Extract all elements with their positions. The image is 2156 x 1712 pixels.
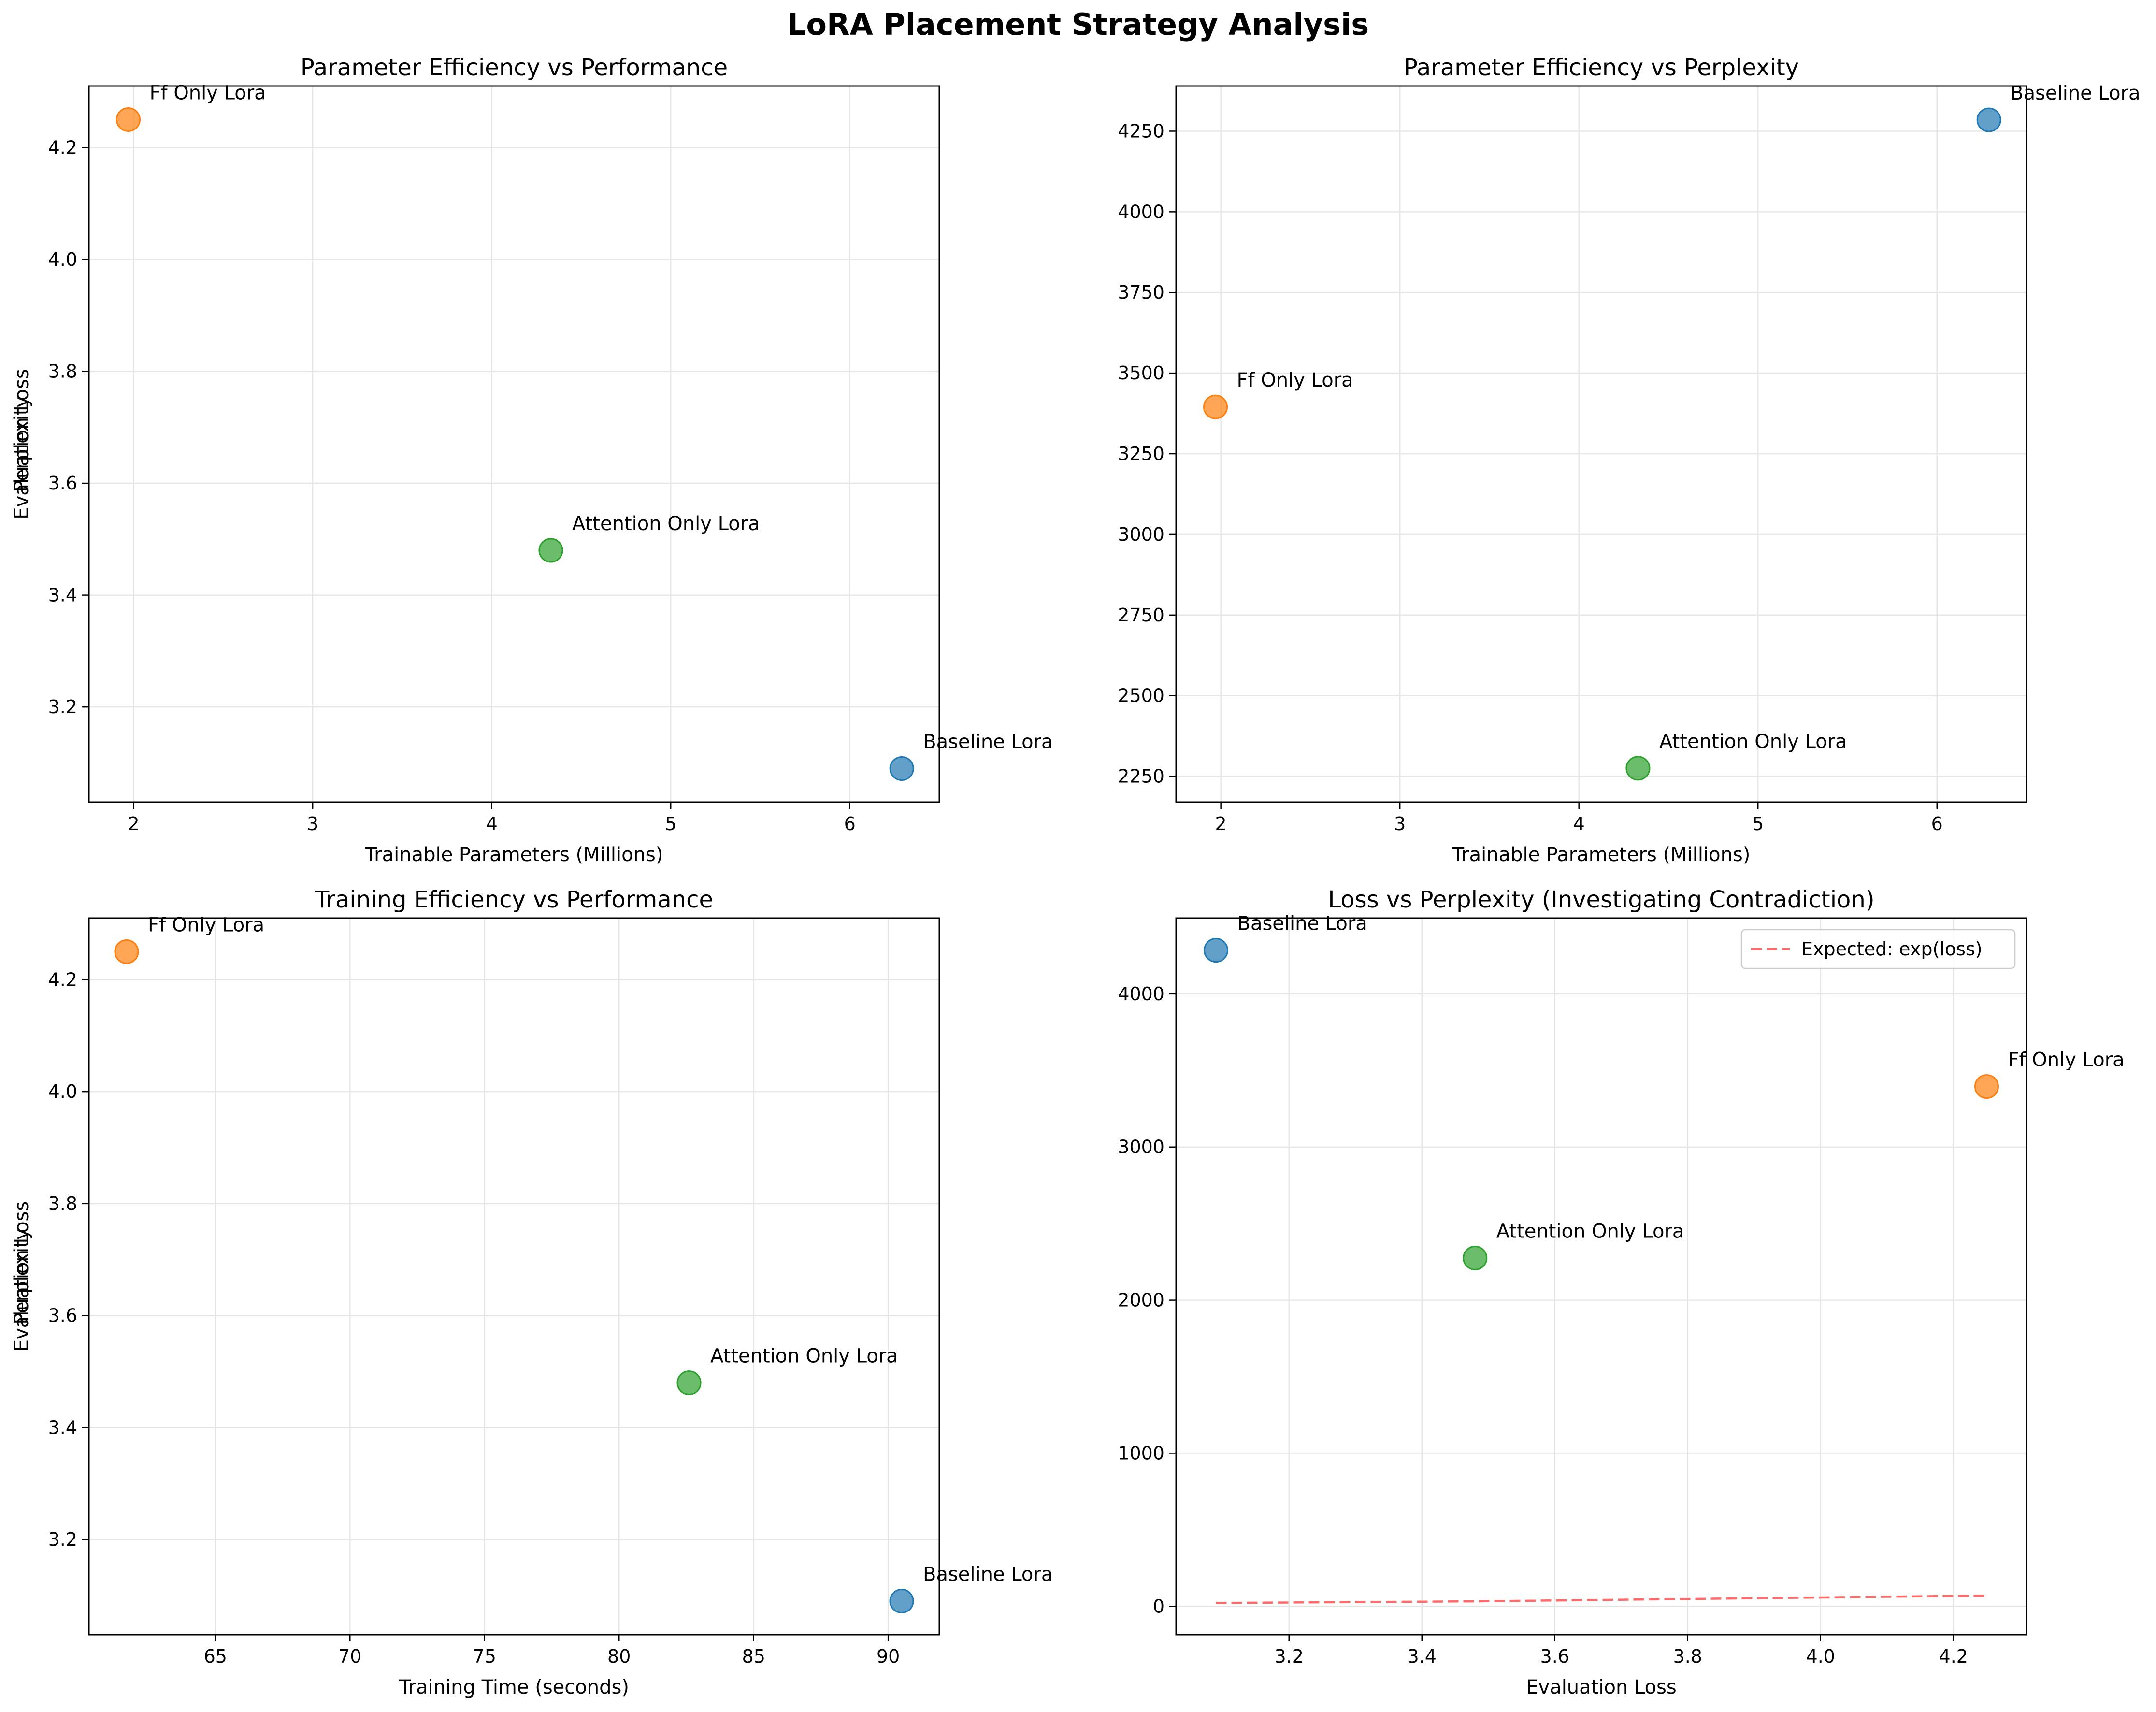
point-baseline-lora [1204, 938, 1228, 963]
point-baseline-lora [889, 756, 914, 781]
y-tick-label: 3750 [1118, 282, 1164, 303]
y-tick-label: 4.2 [48, 137, 77, 158]
y-axis-label: Evaluation Loss [11, 369, 33, 519]
y-tick-label: 2500 [1118, 685, 1164, 706]
point-label-ff-only-lora: Ff Only Lora [150, 82, 266, 104]
x-tick-label: 3.8 [1673, 1646, 1702, 1667]
x-tick-label: 6 [1931, 813, 1943, 834]
panel-1: 2 3 4 5 6 3.2 3.4 3.6 3.8 4.0 4.2 Baseline Lora Ff O… [11, 54, 1053, 866]
x-tick-label: 2 [1215, 813, 1227, 834]
x-tick-label: 6 [844, 813, 856, 834]
x-axis-label: Training Time (seconds) [399, 1676, 629, 1698]
axes-frame [1175, 85, 2027, 803]
point-ff-only-lora [116, 107, 141, 132]
y-tick-label: 3.4 [48, 1417, 77, 1438]
x-tick-label: 80 [607, 1646, 631, 1667]
point-ff-only-lora [114, 939, 139, 964]
legend-label: Expected: exp(loss) [1801, 938, 1983, 960]
legend-frame [1740, 929, 2016, 969]
point-baseline-lora [889, 1588, 914, 1613]
point-label-ff-only-lora: Ff Only Lora [148, 914, 264, 936]
point-label-attention-only-lora: Attention Only Lora [1496, 1220, 1684, 1242]
y-tick-label: 2250 [1118, 766, 1164, 787]
y-tick-label: 4000 [1118, 201, 1164, 222]
y-tick-label: 3500 [1118, 362, 1164, 384]
panel-3: 65 70 75 80 85 90 3.2 3.4 3.6 3.8 4.0 4.2 Baseline L… [11, 886, 1053, 1698]
point-label-attention-only-lora: Attention Only Lora [572, 513, 760, 535]
y-axis-label: Perplexity [11, 396, 33, 492]
point-attention-only-lora [676, 1370, 702, 1395]
legend: Expected: exp(loss) [1740, 929, 2016, 969]
point-attention-only-lora [1625, 756, 1651, 781]
panel-4: 3.2 3.4 3.6 3.8 4.0 4.2 0 1000 2000 3000 4000 Basel… [11, 886, 2125, 1698]
axes-frame [1175, 917, 2027, 1636]
y-tick-label: 3000 [1118, 524, 1164, 545]
y-tick-label: 3250 [1118, 443, 1164, 464]
panel-title: Loss vs Perplexity (Investigating Contra… [1328, 886, 1874, 913]
series-line-expected-exp-loss [1216, 1594, 1987, 1604]
axes-frame [88, 85, 940, 803]
y-tick-label: 3.2 [48, 1529, 77, 1550]
point-attention-only-lora [538, 538, 563, 563]
point-label-baseline-lora: Baseline Lora [1237, 913, 1367, 935]
y-tick-label: 4000 [1118, 983, 1164, 1005]
x-tick-label: 5 [665, 813, 676, 834]
x-tick-label: 70 [338, 1646, 361, 1667]
y-tick-label: 1000 [1118, 1442, 1164, 1464]
x-tick-label: 3 [307, 813, 318, 834]
x-tick-label: 75 [473, 1646, 496, 1667]
x-tick-label: 4.0 [1806, 1646, 1835, 1667]
point-ff-only-lora [1203, 394, 1228, 419]
point-label-attention-only-lora: Attention Only Lora [1659, 731, 1847, 753]
x-tick-label: 2 [128, 813, 140, 834]
y-tick-label: 3.4 [48, 585, 77, 606]
y-tick-label: 4.0 [48, 1081, 77, 1102]
point-label-baseline-lora: Baseline Lora [2010, 82, 2140, 104]
x-tick-label: 3 [1394, 813, 1406, 834]
point-baseline-lora [1976, 107, 2001, 132]
x-axis-label: Trainable Parameters (Millions) [365, 844, 663, 866]
point-ff-only-lora [1974, 1074, 1999, 1099]
y-tick-label: 3.8 [48, 1193, 77, 1214]
y-tick-label: 3.2 [48, 696, 77, 718]
axes-frame [88, 917, 940, 1636]
y-tick-label: 4.0 [48, 249, 77, 270]
x-tick-label: 3.6 [1540, 1646, 1569, 1667]
y-tick-label: 0 [1153, 1596, 1164, 1617]
y-axis-label: Evaluation Loss [11, 1201, 33, 1352]
y-tick-label: 3.6 [48, 1305, 77, 1326]
x-tick-label: 65 [204, 1646, 227, 1667]
x-tick-label: 3.2 [1275, 1646, 1304, 1667]
panel-title: Training Efficiency vs Performance [315, 886, 713, 913]
point-attention-only-lora [1463, 1245, 1488, 1270]
x-tick-label: 90 [877, 1646, 900, 1667]
x-axis-label: Trainable Parameters (Millions) [1452, 844, 1751, 866]
figure-title: LoRA Placement Strategy Analysis [787, 7, 1369, 42]
x-tick-label: 5 [1752, 813, 1764, 834]
x-tick-label: 4 [486, 813, 498, 834]
panel-title: Parameter Efficiency vs Performance [301, 54, 728, 81]
y-tick-label: 3.6 [48, 473, 77, 494]
x-tick-label: 85 [742, 1646, 765, 1667]
panel-title: Parameter Efficiency vs Perplexity [1404, 54, 1799, 81]
point-label-ff-only-lora: Ff Only Lora [1237, 369, 1353, 391]
y-axis-label: Perplexity [11, 1228, 33, 1324]
x-tick-label: 3.4 [1408, 1646, 1437, 1667]
y-tick-label: 3.8 [48, 360, 77, 382]
y-tick-label: 2000 [1118, 1290, 1164, 1311]
point-label-baseline-lora: Baseline Lora [923, 731, 1053, 753]
y-tick-label: 4.2 [48, 969, 77, 990]
y-tick-label: 2750 [1118, 604, 1164, 626]
x-tick-label: 4.2 [1939, 1646, 1968, 1667]
x-tick-label: 4 [1573, 813, 1585, 834]
point-label-baseline-lora: Baseline Lora [923, 1563, 1053, 1585]
point-label-ff-only-lora: Ff Only Lora [2008, 1049, 2125, 1071]
panel-2: 2 3 4 5 622502500275030003250350037504000425… [11, 54, 2141, 866]
y-tick-label: 4250 [1118, 120, 1164, 142]
x-axis-label: Evaluation Loss [1526, 1676, 1677, 1698]
point-label-attention-only-lora: Attention Only Lora [710, 1345, 898, 1367]
y-tick-label: 3000 [1118, 1137, 1164, 1158]
